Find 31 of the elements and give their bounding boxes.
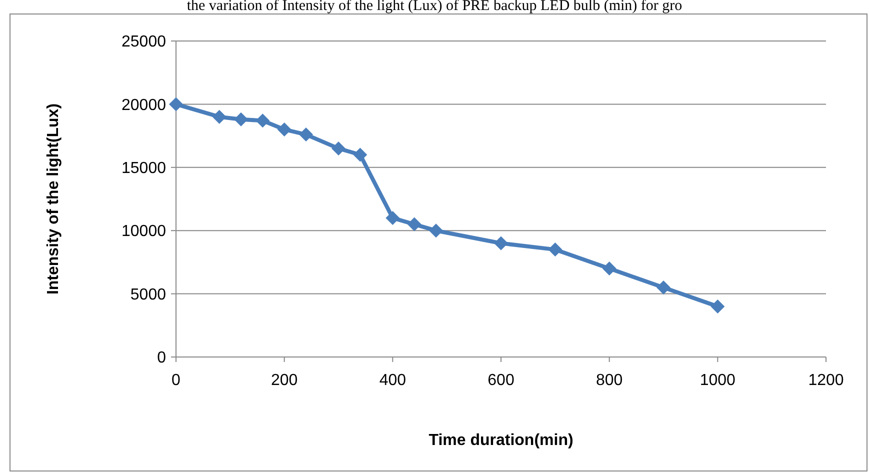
point — [234, 112, 248, 126]
x-tick-label: 1000 — [700, 372, 736, 389]
point — [169, 97, 183, 112]
y-tick-label: 20000 — [122, 96, 166, 114]
y-tick-label: 15000 — [122, 160, 166, 177]
x-tick-label: 0 — [172, 372, 181, 389]
point — [212, 110, 226, 124]
point — [407, 217, 422, 232]
x-tick-label: 1200 — [808, 372, 844, 389]
point — [277, 122, 292, 136]
x-tick-label: 200 — [270, 372, 298, 389]
y-tick-label: 0 — [157, 350, 166, 367]
x-tick-label: 600 — [488, 372, 514, 389]
point — [429, 224, 443, 238]
point — [299, 128, 313, 142]
point — [386, 210, 400, 225]
y-axis-title: Intensity of the light(Lux) — [45, 103, 62, 295]
y-tick-label: 10000 — [122, 223, 166, 240]
point — [256, 114, 270, 128]
y-tick-label: 25000 — [122, 34, 166, 51]
x-axis-title: Time duration(min) — [428, 432, 574, 449]
x-tick-label: 400 — [379, 372, 406, 389]
y-tick-label: 5000 — [130, 286, 166, 304]
point — [656, 280, 670, 294]
point — [332, 141, 346, 156]
point — [353, 148, 368, 162]
point — [602, 262, 616, 276]
point — [548, 242, 562, 257]
x-tick-label: 800 — [596, 372, 623, 389]
point — [494, 236, 508, 250]
point — [710, 299, 725, 314]
